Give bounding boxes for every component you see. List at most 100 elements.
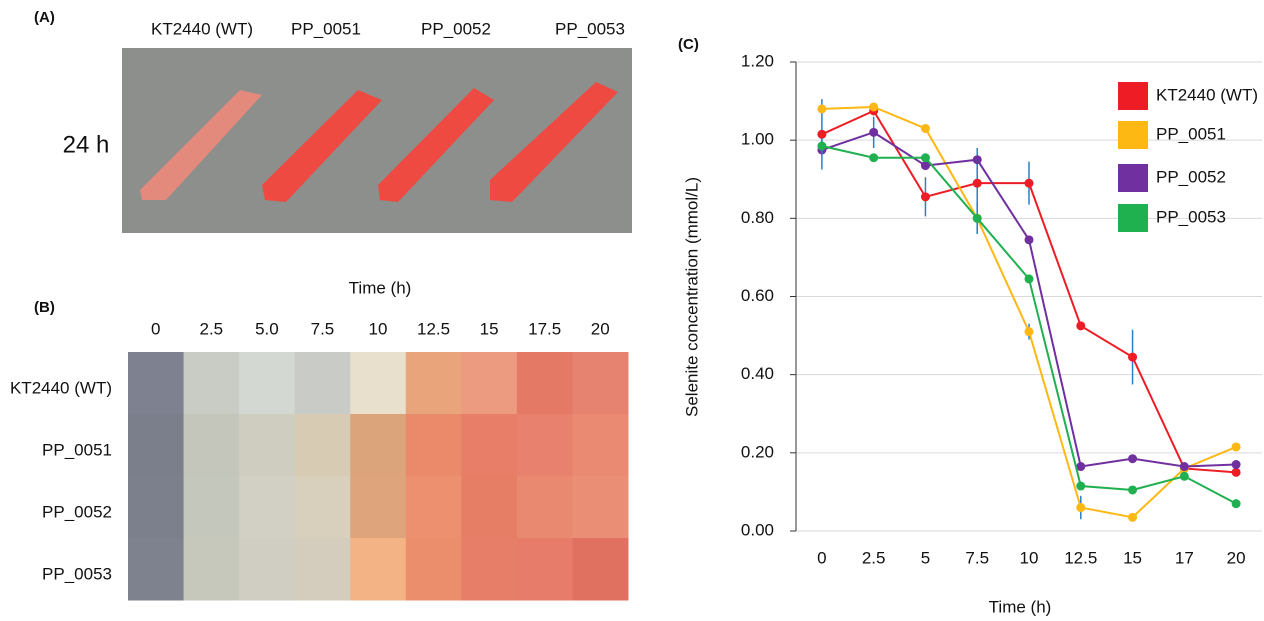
tube-cell: [239, 538, 295, 601]
column-label: 17.5: [528, 319, 561, 338]
axis-title: Time (h): [349, 278, 412, 297]
data-point: [1025, 327, 1034, 336]
column-label: 12.5: [417, 319, 450, 338]
x-tick-label: 17: [1175, 548, 1194, 567]
row-label: KT2440 (WT): [10, 379, 112, 398]
row-label: PP_0053: [42, 565, 112, 584]
tube-cell: [295, 414, 351, 477]
x-tick-label: 10: [1020, 548, 1039, 567]
tube-cell: [128, 476, 184, 539]
data-point: [1025, 274, 1034, 283]
data-point: [1076, 321, 1085, 330]
data-point: [1180, 472, 1189, 481]
data-point: [921, 124, 930, 133]
data-point: [817, 142, 826, 151]
tube-cell: [406, 414, 462, 477]
data-point: [869, 153, 878, 162]
tube-cell: [461, 538, 517, 601]
tube-cell: [461, 352, 517, 415]
y-tick-label: 0.40: [741, 364, 774, 383]
x-tick-label: 12.5: [1064, 548, 1097, 567]
legend-swatch: [1118, 82, 1148, 110]
tube-cell: [295, 538, 351, 601]
tube-cell: [350, 414, 406, 477]
data-point: [1180, 462, 1189, 471]
tube-cell: [461, 414, 517, 477]
data-point: [1232, 468, 1241, 477]
strain-label: PP_0052: [421, 19, 491, 38]
y-tick-label: 1.00: [741, 130, 774, 149]
data-point: [1076, 482, 1085, 491]
x-tick-label: 15: [1123, 548, 1142, 567]
time-label: 24 h: [63, 131, 110, 158]
data-point: [1025, 235, 1034, 244]
y-tick-label: 0.80: [741, 208, 774, 227]
data-point: [973, 179, 982, 188]
tube-cell: [572, 538, 628, 601]
column-label: 20: [591, 319, 610, 338]
data-point: [1025, 179, 1034, 188]
legend-label: PP_0051: [1156, 124, 1226, 143]
column-label: 0: [151, 319, 160, 338]
strain-label: PP_0051: [291, 19, 361, 38]
column-label: 10: [369, 319, 388, 338]
tube-cell: [128, 538, 184, 601]
strain-label: KT2440 (WT): [151, 19, 253, 38]
data-point: [817, 104, 826, 113]
panel-label: (A): [34, 9, 55, 26]
tube-cell: [572, 476, 628, 539]
column-label: 7.5: [311, 319, 335, 338]
tube-cell: [350, 538, 406, 601]
tube-cell: [128, 352, 184, 415]
data-point: [1128, 485, 1137, 494]
tube-cell: [350, 352, 406, 415]
tube-cell: [461, 476, 517, 539]
tube-cell: [572, 352, 628, 415]
data-point: [1232, 460, 1241, 469]
x-tick-label: 2.5: [862, 548, 886, 567]
data-point: [817, 130, 826, 139]
tube-cell: [517, 352, 573, 415]
tube-cell: [239, 414, 295, 477]
x-axis-title: Time (h): [989, 597, 1052, 616]
x-tick-label: 5: [921, 548, 930, 567]
x-tick-label: 7.5: [965, 548, 989, 567]
tube-cell: [572, 414, 628, 477]
row-label: PP_0052: [42, 503, 112, 522]
data-point: [921, 153, 930, 162]
data-point: [1128, 353, 1137, 362]
data-point: [1232, 442, 1241, 451]
tube-cell: [184, 476, 240, 539]
tube-cell: [184, 352, 240, 415]
data-point: [1076, 503, 1085, 512]
legend-swatch: [1118, 204, 1148, 232]
data-point: [1128, 454, 1137, 463]
legend-swatch: [1118, 121, 1148, 149]
tube-cell: [517, 414, 573, 477]
tube-cell: [350, 476, 406, 539]
tube-cell: [184, 538, 240, 601]
column-label: 5.0: [255, 319, 279, 338]
strain-label: PP_0053: [555, 19, 625, 38]
x-tick-label: 20: [1227, 548, 1246, 567]
y-tick-label: 0.20: [741, 442, 774, 461]
tube-cell: [406, 352, 462, 415]
legend-label: PP_0052: [1156, 167, 1226, 186]
y-tick-label: 0.00: [741, 520, 774, 539]
tube-cell: [406, 476, 462, 539]
y-axis-title: Selenite concentration (mmol/L): [682, 177, 701, 417]
tube-cell: [295, 476, 351, 539]
data-point: [973, 155, 982, 164]
column-label: 2.5: [200, 319, 224, 338]
y-tick-label: 0.60: [741, 286, 774, 305]
tube-cell: [239, 476, 295, 539]
tube-cell: [295, 352, 351, 415]
legend-label: KT2440 (WT): [1156, 85, 1258, 104]
data-point: [1232, 499, 1241, 508]
data-point: [1128, 513, 1137, 522]
panel-label: (C): [678, 36, 699, 53]
tube-cell: [517, 538, 573, 601]
data-point: [921, 192, 930, 201]
x-tick-label: 0: [817, 548, 826, 567]
